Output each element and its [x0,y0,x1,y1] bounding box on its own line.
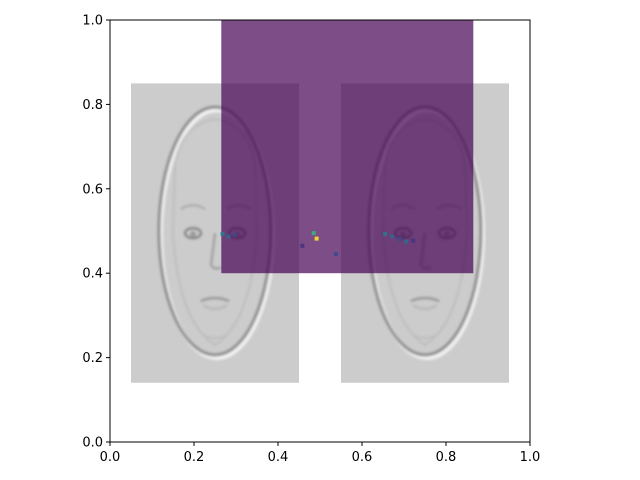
y-tick-label: 0.2 [82,351,103,366]
overlay-hot-cell [311,231,316,236]
overlay-hot-cell [383,231,388,236]
x-tick-label: 1.0 [520,450,541,465]
overlay-hot-cell [390,234,395,239]
x-tick-label: 0.6 [352,450,373,465]
overlay-hot-cell [233,232,238,237]
y-tick-label: 0.8 [82,98,103,113]
attention-overlay [220,20,474,274]
y-tick-label: 1.0 [82,14,103,29]
overlay-hot-cell [333,252,338,257]
overlay-hot-cell [226,234,231,239]
y-axis: 0.0 0.2 0.4 0.6 0.8 1.0 [82,14,110,451]
y-tick-label: 0.6 [82,182,103,197]
overlay-hot-cell [300,243,305,248]
x-axis: 0.0 0.2 0.4 0.6 0.8 1.0 [100,442,541,465]
overlay-hot-cell [314,236,319,241]
overlay-hot-cell [397,237,402,242]
overlay-hot-cell [411,238,416,243]
x-tick-label: 0.8 [436,450,457,465]
plot-frame [109,19,531,443]
overlay-base [221,20,474,274]
overlay-hot-cell [220,231,225,236]
x-tick-label: 0.2 [184,450,205,465]
x-tick-label: 0.4 [268,450,289,465]
y-tick-label: 0.0 [82,436,103,451]
overlay-hot-cell [404,239,409,244]
x-tick-label: 0.0 [100,450,121,465]
y-tick-label: 0.4 [82,267,103,282]
